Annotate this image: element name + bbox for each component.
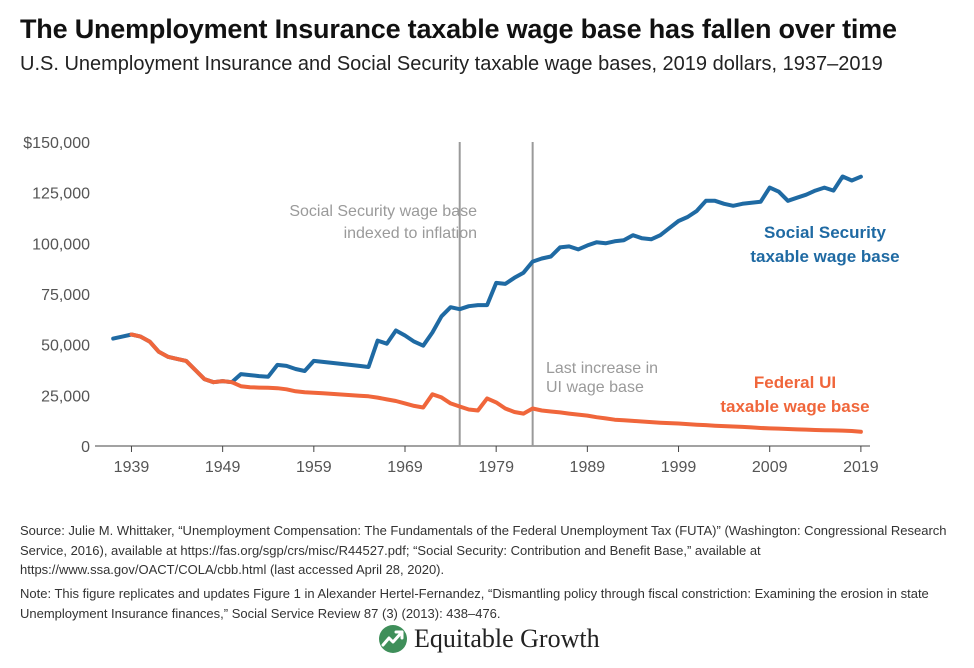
y-tick-label: 0 bbox=[81, 439, 90, 456]
series-label: Social Security bbox=[764, 223, 886, 242]
x-tick-label: 1989 bbox=[570, 459, 606, 476]
x-tick-label: 1939 bbox=[114, 459, 150, 476]
marker-annotation: Last increase in bbox=[546, 360, 658, 377]
y-tick-label: 100,000 bbox=[32, 236, 90, 253]
figure-note: Note: This figure replicates and updates… bbox=[20, 586, 929, 621]
line-chart: 0 25,000 50,000 75,000 100,000 125,000 $150,00… bbox=[23, 135, 899, 476]
x-tick-label: 1969 bbox=[387, 459, 423, 476]
series-label: taxable wage base bbox=[720, 397, 869, 416]
series-label: taxable wage base bbox=[750, 247, 899, 266]
y-tick-label: 125,000 bbox=[32, 186, 90, 203]
y-tick-label: $150,000 bbox=[23, 135, 90, 152]
equitable-growth-logo-icon bbox=[379, 625, 407, 653]
y-tick-label: 25,000 bbox=[41, 388, 90, 405]
x-axis: 1939 1949 1959 1969 1979 1989 1999 2009 2019 bbox=[95, 445, 879, 476]
series-line-social-security bbox=[111, 174, 863, 385]
x-tick-label: 2019 bbox=[843, 459, 879, 476]
source-note: Source: Julie M. Whittaker, “Unemploymen… bbox=[20, 523, 947, 577]
marker-annotation: indexed to inflation bbox=[344, 225, 477, 242]
marker-annotation: Social Security wage base bbox=[289, 203, 477, 220]
marker-annotation: UI wage base bbox=[546, 379, 644, 396]
series-line-federal-ui bbox=[129, 332, 863, 434]
x-tick-label: 2009 bbox=[752, 459, 788, 476]
x-tick-label: 1959 bbox=[296, 459, 332, 476]
chart-subtitle: U.S. Unemployment Insurance and Social S… bbox=[20, 53, 883, 75]
y-tick-label: 50,000 bbox=[41, 338, 90, 355]
series-lines bbox=[111, 174, 863, 434]
x-tick-label: 1999 bbox=[661, 459, 697, 476]
y-axis: 0 25,000 50,000 75,000 100,000 125,000 $150,00… bbox=[23, 135, 90, 456]
series-label: Federal UI bbox=[754, 373, 836, 392]
y-tick-label: 75,000 bbox=[41, 287, 90, 304]
x-tick-label: 1949 bbox=[205, 459, 241, 476]
series-labels: Social Security taxable wage base Federal … bbox=[720, 223, 899, 416]
chart-title: The Unemployment Insurance taxable wage … bbox=[20, 14, 897, 44]
vertical-markers: Social Security wage base indexed to infl… bbox=[289, 142, 658, 446]
equitable-growth-logo: Equitable Growth bbox=[378, 622, 600, 656]
logo-text: Equitable Growth bbox=[414, 624, 600, 653]
x-tick-label: 1979 bbox=[478, 459, 514, 476]
